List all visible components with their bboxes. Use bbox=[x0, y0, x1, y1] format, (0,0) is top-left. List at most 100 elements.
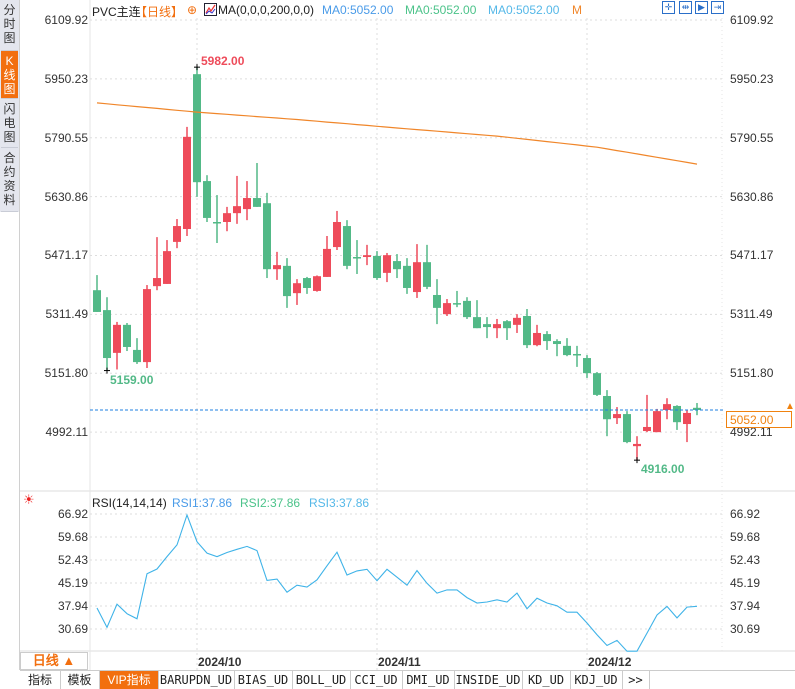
indicator-settings-sun-icon[interactable]: ☀ bbox=[23, 492, 35, 507]
price-axis-label-left: 5151.80 bbox=[44, 366, 88, 381]
sidebar-tab-flash[interactable]: 闪电图 bbox=[1, 99, 18, 148]
tab-dmi-ud[interactable]: DMI_UD bbox=[402, 671, 455, 689]
candle bbox=[513, 314, 521, 333]
ma-params: MA(0,0,0,200,0,0) bbox=[218, 3, 315, 17]
tab-more[interactable]: >> bbox=[622, 671, 650, 689]
candle-body bbox=[193, 74, 201, 183]
tab-cci-ud[interactable]: CCI_UD bbox=[350, 671, 403, 689]
rsi-title: RSI(14,14,14) bbox=[92, 496, 167, 510]
candle bbox=[173, 219, 181, 249]
candle-body bbox=[433, 294, 441, 308]
candle-body bbox=[683, 412, 691, 425]
rsi-axis-label-left: 30.69 bbox=[57, 622, 88, 637]
candle-body bbox=[503, 321, 511, 329]
tab-bias-ud[interactable]: BIAS_UD bbox=[234, 671, 293, 689]
candle bbox=[223, 206, 231, 232]
candle bbox=[623, 411, 631, 444]
tab-boll-ud[interactable]: BOLL_UD bbox=[292, 671, 351, 689]
candle bbox=[93, 275, 101, 312]
ma-chart-icon[interactable] bbox=[204, 3, 217, 16]
candle bbox=[303, 276, 311, 294]
candle bbox=[113, 321, 121, 370]
price-axis-label-right: 4992.11 bbox=[730, 425, 773, 440]
price-axis-label-left: 6109.92 bbox=[44, 13, 88, 27]
sidebar-tab-kline[interactable]: K线图 bbox=[1, 51, 18, 99]
candle-body bbox=[473, 317, 481, 329]
candle bbox=[543, 331, 551, 350]
candle-body bbox=[533, 332, 541, 346]
candle-body bbox=[523, 316, 531, 346]
candle bbox=[393, 254, 401, 279]
tab-inside-ud[interactable]: INSIDE_UD bbox=[454, 671, 523, 689]
price-arrow-icon[interactable]: ▲ bbox=[785, 401, 795, 412]
candle bbox=[433, 279, 441, 325]
candle bbox=[273, 251, 281, 280]
candle-body bbox=[133, 349, 141, 363]
add-indicator-icon[interactable]: ⊕ bbox=[187, 3, 198, 17]
price-axis-label-right: 5471.17 bbox=[730, 248, 774, 263]
candle bbox=[243, 181, 251, 221]
zoom-range-icon[interactable]: ⇹ bbox=[679, 1, 692, 14]
candle-body bbox=[423, 262, 431, 287]
candle bbox=[213, 195, 221, 244]
candle bbox=[483, 317, 491, 339]
ma-value-1: MA0:5052.00 bbox=[322, 3, 394, 17]
candle-body bbox=[323, 248, 331, 277]
play-forward-icon[interactable]: ▶ bbox=[695, 1, 708, 14]
tab-vip-indicators[interactable]: VIP指标 bbox=[100, 671, 159, 689]
candle-body bbox=[643, 426, 651, 432]
candle-body bbox=[453, 303, 461, 305]
candle bbox=[603, 390, 611, 437]
sidebar-tab-contract-info[interactable]: 合约资料 bbox=[1, 148, 18, 212]
tab-barupdn-ud[interactable]: BARUPDN_UD bbox=[158, 671, 235, 689]
candle-body bbox=[143, 289, 151, 363]
candle-body bbox=[293, 283, 301, 294]
rsi-axis-label-left: 66.92 bbox=[57, 507, 88, 521]
tab-kdj-ud[interactable]: KDJ_UD bbox=[570, 671, 623, 689]
candle-body bbox=[553, 341, 561, 345]
ma-line bbox=[96, 102, 698, 165]
candle bbox=[253, 163, 261, 207]
price-axis-label-right: 5151.80 bbox=[730, 366, 774, 381]
candle-body bbox=[333, 221, 341, 248]
candle-body bbox=[583, 358, 591, 374]
candle-body bbox=[663, 404, 671, 411]
period-selector-button[interactable]: 日线 ▲ bbox=[20, 652, 88, 670]
price-axis-label-left: 5471.17 bbox=[44, 248, 88, 263]
candle-body bbox=[363, 255, 371, 258]
crosshair-icon[interactable]: ✛ bbox=[662, 1, 675, 14]
sidebar-tab-timeshare[interactable]: 分时图 bbox=[1, 0, 18, 51]
symbol-title: PVC主连 bbox=[92, 5, 141, 19]
rsi1-value: RSI1:37.86 bbox=[172, 496, 233, 510]
candle-body bbox=[463, 300, 471, 318]
rsi-axis-label-right: 52.43 bbox=[730, 553, 761, 567]
tab-indicators[interactable]: 指标 bbox=[20, 671, 61, 689]
candle-body bbox=[123, 324, 131, 347]
candle-body bbox=[93, 290, 101, 312]
candle bbox=[673, 405, 681, 430]
tab-kd-ud[interactable]: KD_UD bbox=[522, 671, 571, 689]
candle-body bbox=[563, 345, 571, 356]
jump-end-icon[interactable]: ⇥ bbox=[711, 1, 724, 14]
candle-body bbox=[113, 324, 121, 353]
tab-templates[interactable]: 模板 bbox=[60, 671, 100, 689]
candle-body bbox=[273, 265, 281, 270]
candle-body bbox=[543, 334, 551, 342]
candle-body bbox=[493, 324, 501, 329]
date-label: 2024/10 bbox=[198, 655, 242, 669]
candle-body bbox=[673, 405, 681, 423]
candle bbox=[193, 67, 201, 197]
candle bbox=[453, 290, 461, 308]
candle bbox=[633, 436, 641, 461]
candle-body bbox=[233, 206, 241, 214]
candle-body bbox=[373, 255, 381, 279]
ma-value-3: MA0:5052.00 bbox=[488, 3, 560, 17]
candle bbox=[653, 408, 661, 433]
price-axis-label-right: 5630.86 bbox=[730, 189, 774, 204]
indicator-tab-bar: 指标 模板 VIP指标 BARUPDN_UD BIAS_UD BOLL_UD C… bbox=[20, 670, 795, 689]
price-axis-label-left: 4992.11 bbox=[45, 425, 89, 440]
candle bbox=[263, 192, 271, 279]
rsi-axis-label-left: 37.94 bbox=[57, 599, 88, 613]
candle-body bbox=[213, 221, 221, 224]
